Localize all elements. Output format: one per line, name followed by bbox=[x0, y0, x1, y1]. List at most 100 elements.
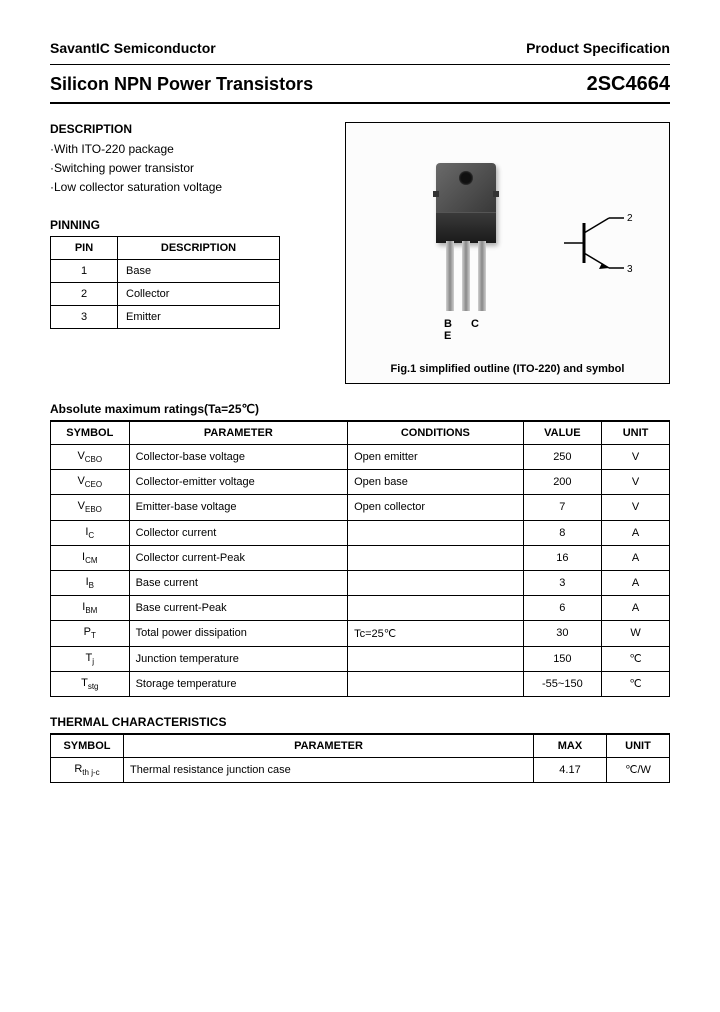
divider bbox=[50, 64, 670, 65]
symbol-label: 2 bbox=[627, 213, 633, 224]
thermal-heading: THERMAL CHARACTERISTICS bbox=[50, 715, 670, 729]
param-cell: Thermal resistance junction case bbox=[124, 757, 534, 782]
table-row: 3 Emitter bbox=[51, 305, 280, 328]
lead-icon bbox=[446, 241, 454, 311]
cond-cell bbox=[348, 545, 523, 570]
table-row: VEBOEmitter-base voltageOpen collector7V bbox=[51, 495, 670, 520]
page-header: SavantIC Semiconductor Product Specifica… bbox=[50, 40, 670, 56]
symbol-cell: Rth j-c bbox=[51, 757, 124, 782]
unit-cell: V bbox=[602, 445, 670, 470]
package-drawing: B C E bbox=[436, 163, 496, 243]
table-row: IBBase current 3A bbox=[51, 570, 670, 595]
pin-desc: Emitter bbox=[118, 305, 280, 328]
ratings-heading: Absolute maximum ratings(Ta=25℃) bbox=[50, 402, 670, 416]
table-row: PTTotal power dissipationTc=25℃30W bbox=[51, 621, 670, 646]
cond-cell bbox=[348, 570, 523, 595]
description-heading: DESCRIPTION bbox=[50, 122, 330, 136]
value-cell: 7 bbox=[523, 495, 602, 520]
ratings-table: SYMBOL PARAMETER CONDITIONS VALUE UNIT V… bbox=[50, 421, 670, 697]
unit-cell: A bbox=[602, 570, 670, 595]
cond-cell: Open emitter bbox=[348, 445, 523, 470]
notch-icon bbox=[433, 191, 439, 197]
symbol-cell: IB bbox=[51, 570, 130, 595]
param-cell: Collector-emitter voltage bbox=[129, 470, 348, 495]
part-number: 2SC4664 bbox=[587, 73, 670, 96]
unit-cell: ℃ bbox=[602, 646, 670, 671]
lead-icon bbox=[478, 241, 486, 311]
pin-num: 1 bbox=[51, 259, 118, 282]
value-cell: 3 bbox=[523, 570, 602, 595]
symbol-cell: VCBO bbox=[51, 445, 130, 470]
param-cell: Emitter-base voltage bbox=[129, 495, 348, 520]
value-cell: 16 bbox=[523, 545, 602, 570]
col-header: PARAMETER bbox=[124, 734, 534, 757]
table-row: IBMBase current-Peak 6A bbox=[51, 596, 670, 621]
param-cell: Junction temperature bbox=[129, 646, 348, 671]
pin-num: 2 bbox=[51, 282, 118, 305]
pinning-table: PIN DESCRIPTION 1 Base 2 Collector 3 Emi… bbox=[50, 236, 280, 329]
param-cell: Base current bbox=[129, 570, 348, 595]
param-cell: Collector current bbox=[129, 520, 348, 545]
table-row: TjJunction temperature150℃ bbox=[51, 646, 670, 671]
value-cell: 200 bbox=[523, 470, 602, 495]
col-header: CONDITIONS bbox=[348, 422, 523, 445]
mounting-hole bbox=[459, 171, 473, 185]
table-row: ICMCollector current-Peak16A bbox=[51, 545, 670, 570]
figure-box: B C E 1 2 3 Fig.1 simplified outline (IT… bbox=[345, 122, 670, 384]
pin-desc: Base bbox=[118, 259, 280, 282]
figure-caption: Fig.1 simplified outline (ITO-220) and s… bbox=[346, 363, 669, 375]
unit-cell: W bbox=[602, 621, 670, 646]
symbol-cell: Tstg bbox=[51, 671, 130, 696]
unit-cell: A bbox=[602, 596, 670, 621]
pin-desc: Collector bbox=[118, 282, 280, 305]
upper-section: DESCRIPTION ·With ITO-220 package ·Switc… bbox=[50, 122, 670, 384]
divider bbox=[50, 102, 670, 104]
cond-cell bbox=[348, 671, 523, 696]
product-title: Silicon NPN Power Transistors bbox=[50, 74, 313, 95]
table-row: 1 Base bbox=[51, 259, 280, 282]
header-right: Product Specification bbox=[526, 40, 670, 56]
table-row: TstgStorage temperature -55~150℃ bbox=[51, 671, 670, 696]
symbol-cell: IBM bbox=[51, 596, 130, 621]
desc-item: ·With ITO-220 package bbox=[50, 140, 330, 159]
col-header: MAX bbox=[534, 734, 607, 757]
pin-labels: B C E bbox=[444, 318, 496, 342]
title-row: Silicon NPN Power Transistors 2SC4664 bbox=[50, 73, 670, 96]
symbol-cell: VEBO bbox=[51, 495, 130, 520]
max-cell: 4.17 bbox=[534, 757, 607, 782]
symbol-cell: PT bbox=[51, 621, 130, 646]
unit-cell: V bbox=[602, 495, 670, 520]
unit-cell: ℃/W bbox=[607, 757, 670, 782]
pin-num: 3 bbox=[51, 305, 118, 328]
cond-cell bbox=[348, 596, 523, 621]
symbol-svg: 1 2 3 bbox=[564, 203, 644, 283]
left-column: DESCRIPTION ·With ITO-220 package ·Switc… bbox=[50, 122, 330, 329]
col-header: UNIT bbox=[602, 422, 670, 445]
value-cell: 6 bbox=[523, 596, 602, 621]
pinning-heading: PINNING bbox=[50, 218, 330, 232]
value-cell: 8 bbox=[523, 520, 602, 545]
table-row: ICCollector current8A bbox=[51, 520, 670, 545]
value-cell: 250 bbox=[523, 445, 602, 470]
header-left: SavantIC Semiconductor bbox=[50, 40, 216, 56]
cond-cell bbox=[348, 520, 523, 545]
col-header: PARAMETER bbox=[129, 422, 348, 445]
table-row: Rth j-cThermal resistance junction case4… bbox=[51, 757, 670, 782]
symbol-cell: Tj bbox=[51, 646, 130, 671]
desc-item: ·Low collector saturation voltage bbox=[50, 178, 330, 197]
package-shelf bbox=[436, 212, 496, 243]
unit-cell: A bbox=[602, 545, 670, 570]
param-cell: Base current-Peak bbox=[129, 596, 348, 621]
symbol-cell: ICM bbox=[51, 545, 130, 570]
table-row: VCBOCollector-base voltageOpen emitter25… bbox=[51, 445, 670, 470]
col-header: SYMBOL bbox=[51, 734, 124, 757]
col-header: UNIT bbox=[607, 734, 670, 757]
param-cell: Storage temperature bbox=[129, 671, 348, 696]
col-header: VALUE bbox=[523, 422, 602, 445]
param-cell: Total power dissipation bbox=[129, 621, 348, 646]
cond-cell bbox=[348, 646, 523, 671]
unit-cell: V bbox=[602, 470, 670, 495]
unit-cell: ℃ bbox=[602, 671, 670, 696]
value-cell: -55~150 bbox=[523, 671, 602, 696]
table-rule bbox=[50, 782, 670, 783]
